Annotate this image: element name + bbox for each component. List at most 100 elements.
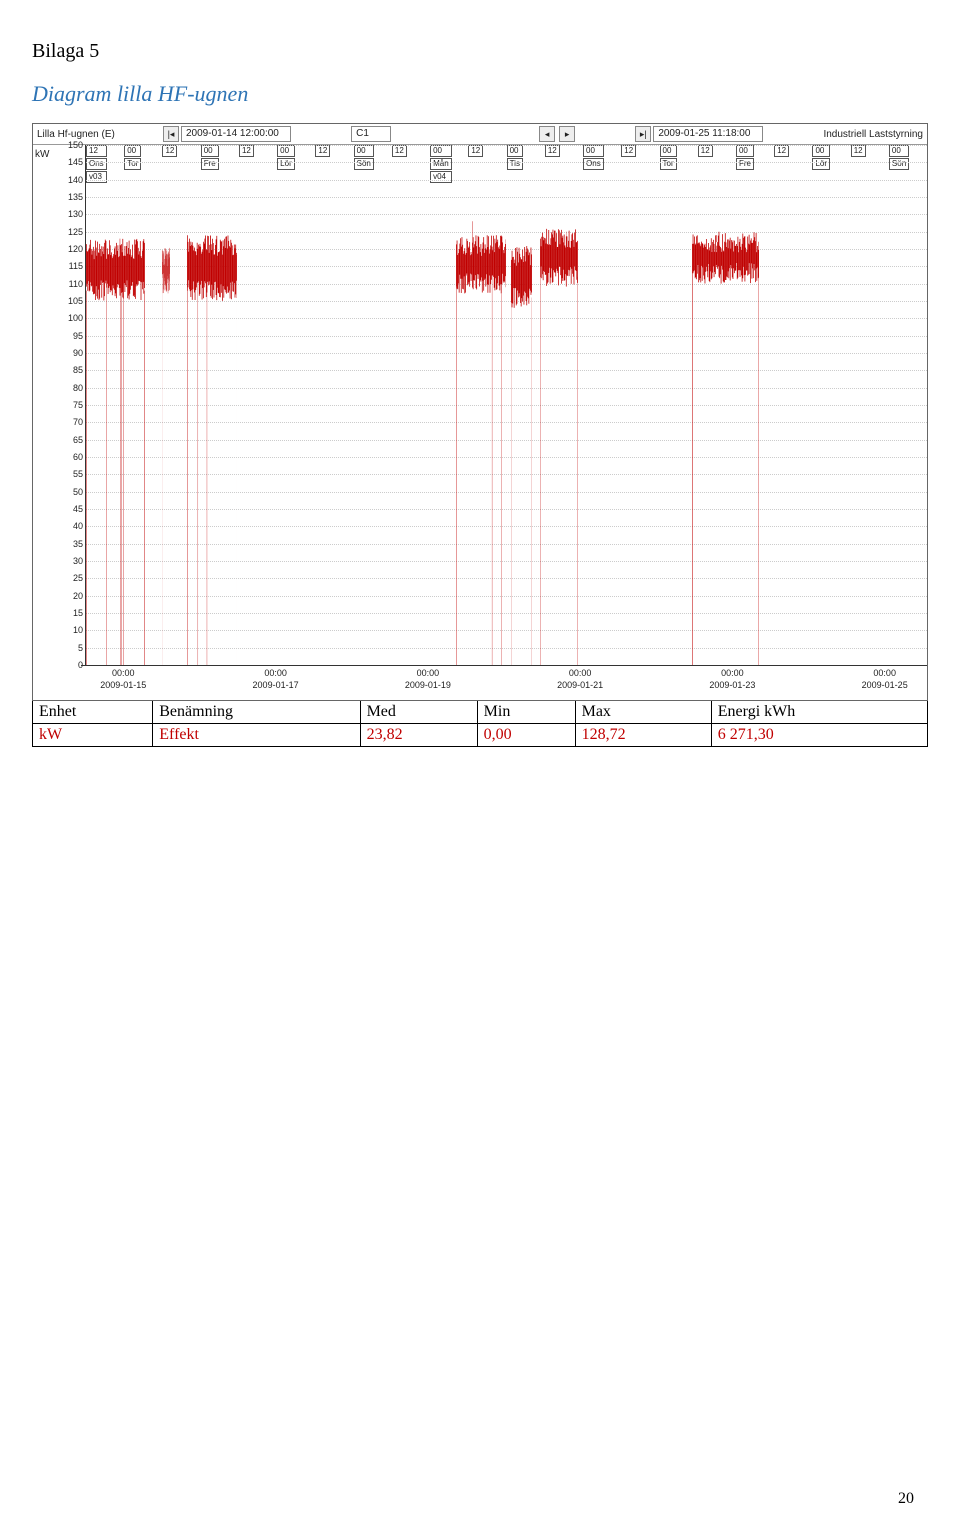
weekday-label: Tor xyxy=(660,158,677,170)
y-tick: 80 xyxy=(61,383,83,393)
day-cell: 00Lör xyxy=(277,145,315,183)
data-burst xyxy=(692,145,759,665)
nav-first-button[interactable]: |◂ xyxy=(163,126,179,142)
nav-start-group: |◂ 2009-01-14 12:00:00 xyxy=(163,126,291,142)
hour-label: 00 xyxy=(430,145,452,157)
center-selector[interactable]: C1 xyxy=(351,126,391,142)
day-cell: 12 xyxy=(315,145,353,183)
y-tick: 75 xyxy=(61,400,83,410)
cell-energi: 6 271,30 xyxy=(711,724,927,747)
data-burst xyxy=(187,145,237,665)
bilaga-heading: Bilaga 5 xyxy=(32,40,928,63)
y-tick: 5 xyxy=(61,643,83,653)
y-tick: 130 xyxy=(61,209,83,219)
hour-label: 12 xyxy=(239,145,254,157)
data-burst xyxy=(162,145,170,665)
hour-label: 12 xyxy=(315,145,330,157)
hour-label: 12 xyxy=(392,145,407,157)
y-tick: 0 xyxy=(61,660,83,670)
chart-body: kW 0510152025303540455055606570758085909… xyxy=(33,145,927,665)
summary-table: Enhet Benämning Med Min Max Energi kWh k… xyxy=(32,700,928,747)
col-med: Med xyxy=(360,701,477,724)
nav-next-button[interactable]: ▸ xyxy=(559,126,575,142)
day-cell: 12 xyxy=(621,145,659,183)
weekday-label: Sön xyxy=(889,158,909,170)
y-tick: 150 xyxy=(61,140,83,150)
weekday-label: Lör xyxy=(812,158,830,170)
chart-header: Lilla Hf-ugnen (E) |◂ 2009-01-14 12:00:0… xyxy=(33,124,927,145)
col-energi: Energi kWh xyxy=(711,701,927,724)
day-cell: 00Sön xyxy=(889,145,927,183)
nav-center-group: C1 ◂ ▸ xyxy=(351,126,575,142)
hour-label: 12 xyxy=(851,145,866,157)
y-axis-unit: kW xyxy=(33,145,61,665)
y-tick: 45 xyxy=(61,504,83,514)
day-cell: 00Lör xyxy=(812,145,850,183)
y-tick: 135 xyxy=(61,192,83,202)
col-enhet: Enhet xyxy=(33,701,153,724)
y-tick: 145 xyxy=(61,157,83,167)
y-tick: 55 xyxy=(61,469,83,479)
col-benamning: Benämning xyxy=(153,701,360,724)
data-burst xyxy=(540,145,578,665)
y-tick: 40 xyxy=(61,521,83,531)
col-max: Max xyxy=(575,701,711,724)
day-cell: 12 xyxy=(392,145,430,183)
x-tick: 00:002009-01-21 xyxy=(545,668,615,690)
chart-system-label: Industriell Laststyrning xyxy=(823,129,923,140)
hour-label: 00 xyxy=(889,145,909,157)
nav-last-button[interactable]: ▸| xyxy=(635,126,651,142)
y-tick: 115 xyxy=(61,261,83,271)
day-cell: 00Sön xyxy=(354,145,392,183)
y-tick: 120 xyxy=(61,244,83,254)
day-cell: 12 xyxy=(851,145,889,183)
x-axis: 00:002009-01-15 00:002009-01-17 00:002009-… xyxy=(81,665,927,700)
x-tick: 00:002009-01-19 xyxy=(393,668,463,690)
y-tick: 95 xyxy=(61,331,83,341)
hour-label: 12 xyxy=(621,145,636,157)
data-burst xyxy=(511,145,532,665)
chart-container: Lilla Hf-ugnen (E) |◂ 2009-01-14 12:00:0… xyxy=(32,123,928,701)
x-tick: 00:002009-01-15 xyxy=(88,668,158,690)
day-cell: 12 xyxy=(774,145,812,183)
page-number: 20 xyxy=(898,1490,914,1508)
y-tick: 110 xyxy=(61,279,83,289)
nav-prev-button[interactable]: ◂ xyxy=(539,126,555,142)
data-burst xyxy=(456,145,506,665)
diagram-title: Diagram lilla HF-ugnen xyxy=(32,81,928,107)
x-tick: 00:002009-01-17 xyxy=(241,668,311,690)
start-timestamp[interactable]: 2009-01-14 12:00:00 xyxy=(181,126,291,142)
hour-label: 00 xyxy=(583,145,604,157)
y-tick: 125 xyxy=(61,227,83,237)
week-label: v04 xyxy=(430,171,452,183)
x-tick: 00:002009-01-25 xyxy=(850,668,920,690)
y-tick: 90 xyxy=(61,348,83,358)
y-tick: 60 xyxy=(61,452,83,462)
day-cell: 00Ons xyxy=(583,145,621,183)
weekday-label: Sön xyxy=(354,158,374,170)
weekday-label: Ons xyxy=(583,158,604,170)
y-tick: 65 xyxy=(61,435,83,445)
data-burst xyxy=(86,145,145,665)
cell-min: 0,00 xyxy=(477,724,575,747)
cell-max: 128,72 xyxy=(575,724,711,747)
end-timestamp[interactable]: 2009-01-25 11:18:00 xyxy=(653,126,763,142)
cell-enhet: kW xyxy=(33,724,153,747)
plot-area: 12Onsv0300Tor1200Fre1200Lör1200Sön1200Må… xyxy=(86,145,927,665)
y-tick: 85 xyxy=(61,365,83,375)
table-row: kW Effekt 23,82 0,00 128,72 6 271,30 xyxy=(33,724,928,747)
cell-med: 23,82 xyxy=(360,724,477,747)
y-axis: 0510152025303540455055606570758085909510… xyxy=(61,145,86,665)
hour-label: 00 xyxy=(277,145,295,157)
y-tick: 15 xyxy=(61,608,83,618)
chart-source-label: Lilla Hf-ugnen (E) xyxy=(37,129,157,140)
hour-label: 12 xyxy=(774,145,789,157)
y-tick: 10 xyxy=(61,625,83,635)
col-min: Min xyxy=(477,701,575,724)
y-tick: 30 xyxy=(61,556,83,566)
nav-end-group: ▸| 2009-01-25 11:18:00 xyxy=(635,126,763,142)
y-tick: 50 xyxy=(61,487,83,497)
x-tick: 00:002009-01-23 xyxy=(697,668,767,690)
y-tick: 35 xyxy=(61,539,83,549)
y-tick: 20 xyxy=(61,591,83,601)
